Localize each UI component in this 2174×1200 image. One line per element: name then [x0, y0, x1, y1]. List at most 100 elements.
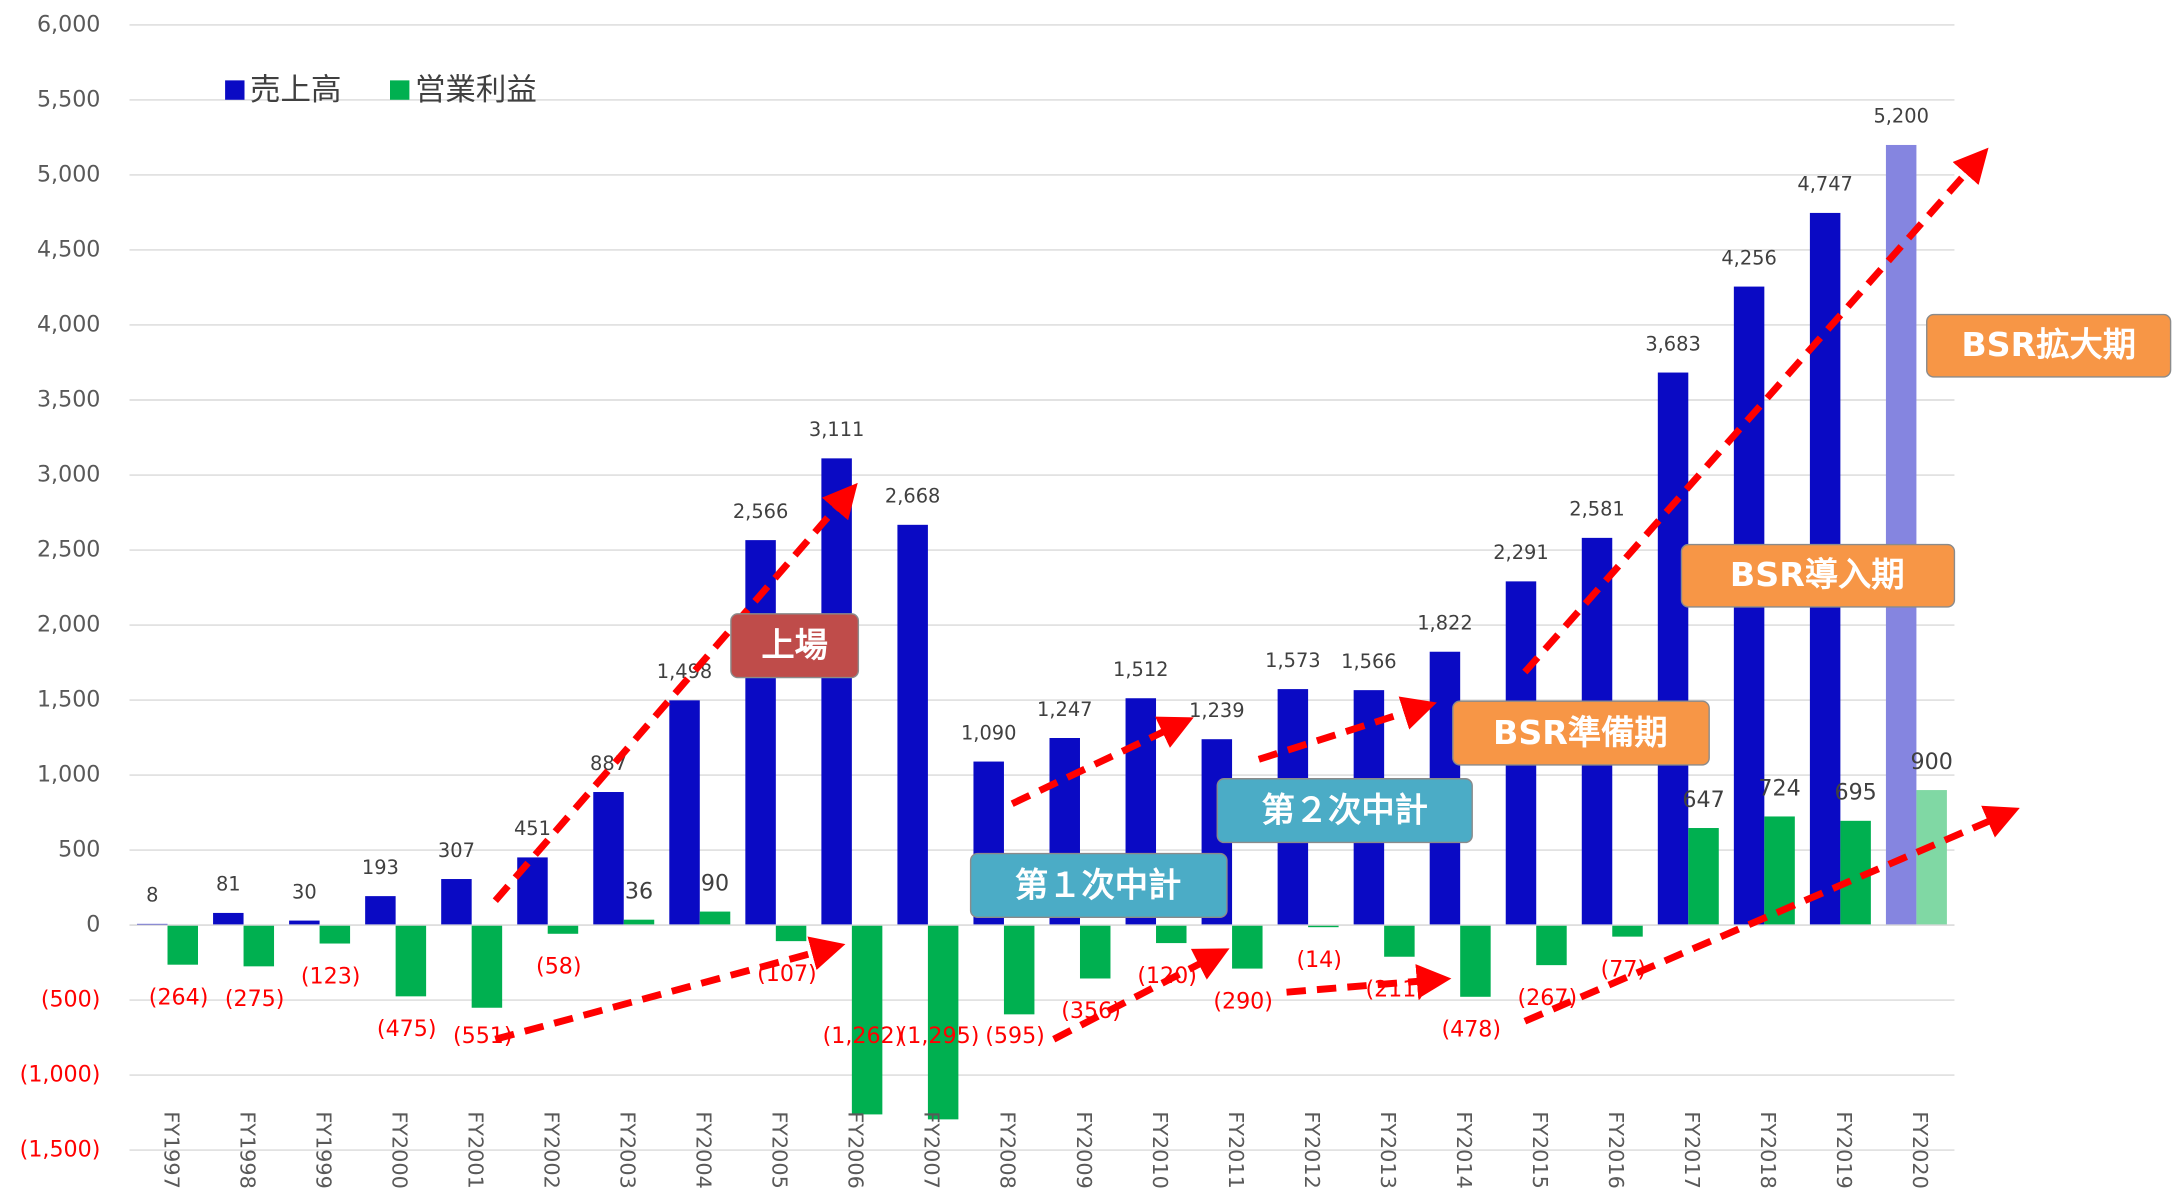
x-tick-label: FY1997: [159, 1111, 183, 1188]
legend-swatch: [225, 80, 245, 100]
data-label: 193: [362, 856, 399, 879]
trend-arrow: [1010, 716, 1194, 807]
x-tick-label: FY2018: [1756, 1111, 1780, 1188]
arrows: [492, 147, 2020, 1043]
data-label: 2,668: [885, 485, 940, 508]
x-tick-label: FY2015: [1528, 1111, 1552, 1188]
data-label: (475): [377, 1016, 437, 1042]
data-label: 1,566: [1341, 650, 1396, 673]
x-tick-label: FY2016: [1604, 1111, 1628, 1188]
x-tick-label: FY1998: [235, 1111, 259, 1188]
y-tick-label: 0: [86, 912, 100, 938]
x-tick-label: FY2005: [768, 1111, 792, 1188]
data-label: 307: [438, 839, 475, 862]
bar: [319, 925, 351, 944]
data-label: (290): [1213, 988, 1273, 1014]
bar: [1536, 925, 1567, 966]
x-tick-label: FY2008: [996, 1111, 1020, 1188]
y-tick-label: (500): [41, 987, 101, 1013]
data-label: (264): [149, 984, 209, 1010]
y-tick-label: 5,000: [37, 161, 100, 187]
bar: [1079, 925, 1111, 979]
bar: [167, 925, 198, 965]
x-tick-label: FY2020: [1908, 1111, 1932, 1188]
data-label: 4,256: [1721, 246, 1776, 269]
bar: [927, 925, 959, 1120]
annotation: 上場: [761, 626, 828, 665]
bar: [821, 458, 852, 926]
trend-arrow: [1286, 964, 1452, 999]
data-label: (275): [225, 986, 285, 1012]
data-label: 36: [625, 878, 653, 904]
bar: [471, 925, 503, 1008]
data-label: 2,566: [733, 500, 788, 523]
bar: [1232, 925, 1263, 969]
y-tick-label: 6,000: [37, 11, 100, 37]
bar: [1460, 925, 1491, 997]
data-label: (58): [536, 954, 581, 980]
data-label: 695: [1834, 780, 1876, 806]
x-tick-label: FY1999: [311, 1111, 335, 1188]
bar: [1384, 925, 1415, 957]
y-tick-label: (1,500): [20, 1137, 101, 1163]
x-tick-label: FY2007: [920, 1111, 944, 1188]
annotation: 第１次中計: [1015, 865, 1181, 904]
bar: [395, 925, 427, 997]
data-label: 1,573: [1265, 649, 1320, 672]
y-tick-label: 3,500: [37, 387, 100, 413]
annotation-box: [1216, 778, 1473, 844]
bar: [1003, 925, 1035, 1015]
bar: [365, 896, 396, 926]
bar: [775, 925, 807, 942]
y-tick-label: (1,000): [20, 1062, 101, 1088]
y-tick-label: 1,000: [37, 762, 100, 788]
bar: [669, 700, 700, 926]
bar: [1612, 925, 1643, 937]
y-tick-label: 5,500: [37, 86, 100, 112]
x-tick-label: FY2004: [692, 1111, 716, 1188]
data-label: 451: [514, 817, 551, 840]
y-tick-label: 3,000: [37, 462, 100, 488]
x-tick-label: FY2014: [1452, 1111, 1476, 1188]
bar: [1657, 372, 1689, 926]
y-tick-label: 4,000: [37, 311, 100, 337]
legend-swatch: [390, 80, 410, 100]
data-label: 81: [216, 873, 241, 896]
trend-arrow: [494, 936, 846, 1043]
x-tick-label: FY2001: [463, 1111, 487, 1188]
x-tick-label: FY2017: [1680, 1111, 1704, 1188]
data-label: 8: [146, 884, 158, 907]
data-label: 724: [1758, 775, 1800, 801]
trend-arrow: [1522, 147, 1989, 675]
y-tick-label: 500: [58, 837, 100, 863]
data-label: 1,247: [1037, 698, 1092, 721]
x-tick-label: FY2000: [387, 1111, 411, 1188]
data-label: 30: [292, 880, 317, 903]
bar: [1885, 144, 1917, 926]
bar: [1688, 828, 1719, 926]
data-label: (14): [1296, 947, 1341, 973]
data-label: (1,295): [899, 1023, 980, 1049]
data-label: (1,262): [823, 1023, 904, 1049]
data-label: 90: [701, 870, 729, 896]
x-tick-label: FY2009: [1072, 1111, 1096, 1188]
bar: [441, 879, 472, 926]
bar: [897, 524, 928, 926]
y-tick-label: 1,500: [37, 687, 100, 713]
legend: 売上高 営業利益: [225, 73, 537, 108]
bar: [623, 919, 655, 926]
data-label: (267): [1518, 985, 1578, 1011]
x-tick-label: FY2013: [1376, 1111, 1400, 1188]
legend-label: 営業利益: [415, 73, 537, 108]
annotation-box: [969, 852, 1228, 919]
annotation-box: [1926, 313, 2172, 378]
x-tick-label: FY2003: [616, 1111, 640, 1188]
data-label: 647: [1682, 787, 1724, 813]
data-label: 3,683: [1645, 332, 1700, 355]
x-tick-label: FY2019: [1832, 1111, 1856, 1188]
x-tick-label: FY2011: [1224, 1111, 1248, 1188]
bar: [213, 912, 244, 926]
bar: [547, 925, 579, 934]
data-label: (123): [301, 963, 361, 989]
annotation-box: [730, 613, 860, 679]
